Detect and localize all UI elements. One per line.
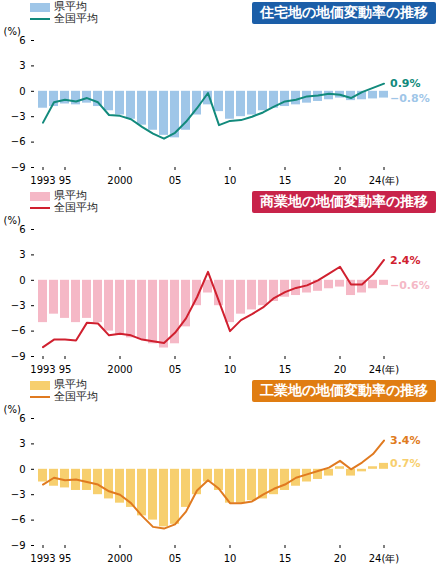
svg-text:−3: −3 [11,111,26,122]
svg-text:2000: 2000 [107,553,132,564]
svg-text:3: 3 [19,438,25,449]
svg-text:1993: 1993 [30,364,55,375]
svg-text:−0.8%: −0.8% [390,92,430,105]
svg-text:24(年): 24(年) [369,175,400,186]
svg-text:−9: −9 [11,162,26,173]
svg-text:2000: 2000 [107,175,132,186]
svg-text:3.4%: 3.4% [390,434,421,447]
svg-text:15: 15 [279,553,292,564]
svg-text:−6: −6 [11,325,26,336]
svg-text:0.7%: 0.7% [390,457,421,470]
html-text:県平均: 県平均 [54,189,87,202]
svg-text:−3: −3 [11,489,26,500]
svg-text:15: 15 [279,364,292,375]
svg-text:(%): (%) [4,215,21,226]
svg-text:6: 6 [19,34,26,46]
svg-text:10: 10 [224,364,237,375]
svg-text:0: 0 [19,86,25,97]
svg-text:2000: 2000 [107,364,132,375]
svg-text:−9: −9 [11,540,26,551]
svg-text:6: 6 [19,412,26,424]
html-text:県平均: 県平均 [54,0,87,13]
svg-text:1993: 1993 [30,175,55,186]
html-text:住宅地の地価変動率の推移: 住宅地の地価変動率の推移 [260,4,428,20]
svg-text:10: 10 [224,175,237,186]
html-text:全国平均: 全国平均 [54,201,98,214]
svg-text:−3: −3 [11,300,26,311]
svg-text:2.4%: 2.4% [390,254,421,267]
html-text:工業地の地価変動率の推移: 工業地の地価変動率の推移 [260,382,428,398]
svg-text:−0.6%: −0.6% [390,279,430,292]
svg-text:6: 6 [19,223,26,235]
html-text:商業地の地価変動率の推移: 商業地の地価変動率の推移 [260,193,428,209]
svg-text:(%): (%) [4,26,21,37]
svg-text:95: 95 [59,553,72,564]
svg-text:−6: −6 [11,136,26,147]
svg-text:05: 05 [169,364,182,375]
svg-text:3: 3 [19,60,25,71]
svg-text:95: 95 [59,175,72,186]
html-text:全国平均: 全国平均 [54,12,98,25]
svg-text:24(年): 24(年) [369,553,400,564]
html-text:県平均: 県平均 [54,378,87,391]
svg-text:1993: 1993 [30,553,55,564]
svg-text:(%): (%) [4,404,21,415]
html-text:全国平均: 全国平均 [54,390,98,403]
svg-text:−9: −9 [11,351,26,362]
svg-text:15: 15 [279,175,292,186]
svg-text:20: 20 [334,553,347,564]
svg-text:10: 10 [224,553,237,564]
svg-text:20: 20 [334,175,347,186]
svg-text:05: 05 [169,553,182,564]
svg-text:0: 0 [19,275,25,286]
svg-text:24(年): 24(年) [369,364,400,375]
svg-text:95: 95 [59,364,72,375]
svg-text:0: 0 [19,464,25,475]
svg-text:−6: −6 [11,514,26,525]
svg-text:20: 20 [334,364,347,375]
svg-text:0.9%: 0.9% [390,77,421,90]
svg-text:05: 05 [169,175,182,186]
svg-text:3: 3 [19,249,25,260]
